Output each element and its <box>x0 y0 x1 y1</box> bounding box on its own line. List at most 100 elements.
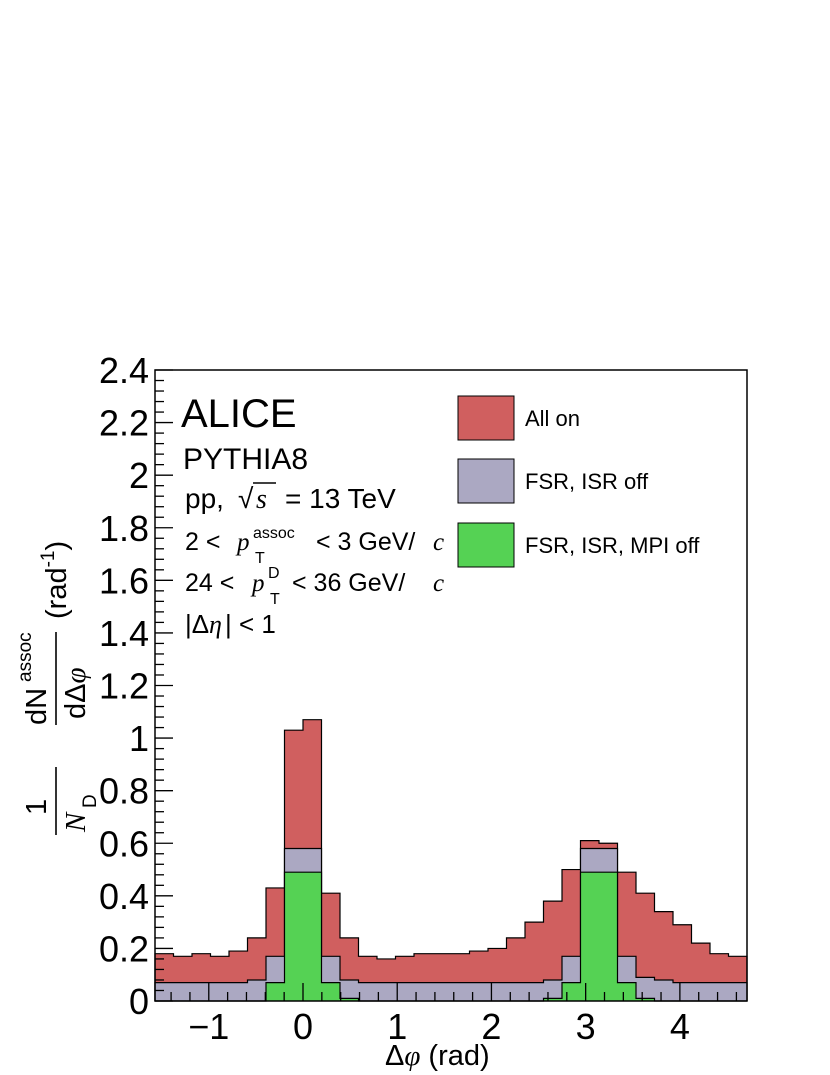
bar-fsr-isr-off-15 <box>432 982 451 1001</box>
energy-s: s <box>256 484 267 515</box>
y-tick-label: 0.6 <box>99 823 149 864</box>
bar-fsr-isr-off-10 <box>340 979 359 1001</box>
bar-fsr-isr-mpi-off-22 <box>562 982 581 1001</box>
assoc-cut-sup: assoc <box>253 525 295 542</box>
y-tick-label: 0.4 <box>99 876 149 917</box>
bar-fsr-isr-off-28 <box>673 982 692 1001</box>
d-cut-lo: 24 < <box>185 569 234 597</box>
bar-fsr-isr-off-26 <box>636 977 655 1001</box>
bar-fsr-isr-off-4 <box>229 982 248 1001</box>
y-label-unit: (rad-1) <box>38 541 73 619</box>
legend-swatch-fsr-isr-mpi-off <box>457 522 515 568</box>
y-tick-label: 1.6 <box>99 560 149 601</box>
energy-label: pp, √ s = 13 TeV <box>185 482 396 515</box>
generator-label: PYTHIA8 <box>183 443 308 476</box>
y-label-dN: dN <box>21 688 53 725</box>
y-label-one: 1 <box>21 799 53 815</box>
bar-fsr-isr-off-14 <box>414 982 433 1001</box>
y-tick-label: 1.8 <box>99 508 149 549</box>
y-tick-label: 1 <box>129 718 149 759</box>
eta-cut-eta: η <box>209 610 222 639</box>
bar-fsr-isr-off-30 <box>710 982 729 1001</box>
bar-fsr-isr-mpi-off-8 <box>303 872 322 1001</box>
bar-all-on-21 <box>543 901 562 1001</box>
bar-fsr-isr-mpi-off-25 <box>617 982 636 1001</box>
bar-fsr-isr-off-3 <box>210 982 229 1001</box>
bar-fsr-isr-off-31 <box>728 982 747 1001</box>
histogram-bars <box>154 719 748 1002</box>
experiment-label: ALICE <box>181 392 297 436</box>
x-tick-label: 1 <box>387 1006 407 1047</box>
y-label-N: N <box>60 811 92 833</box>
assoc-cut-hi: < 3 GeV/ <box>316 528 415 556</box>
legend-label-fsr-isr-off: FSR, ISR off <box>525 469 649 494</box>
eta-cut-label: |Δ η | < 1 <box>185 609 276 639</box>
legend-label-all-on: All on <box>525 406 580 431</box>
y-tick-label: 2.4 <box>99 350 149 391</box>
legend: All on FSR, ISR off FSR, ISR, MPI off <box>457 395 700 568</box>
d-cut-hi: < 36 GeV/ <box>292 569 405 597</box>
y-tick-label: 1.2 <box>99 666 149 707</box>
bar-fsr-isr-mpi-off-10 <box>340 998 359 1001</box>
assoc-cut-p: p <box>235 529 250 556</box>
y-label-assoc: assoc <box>15 632 36 682</box>
eta-cut-open: |Δ <box>185 609 209 639</box>
bar-fsr-isr-off-12 <box>377 982 396 1001</box>
y-tick-label: 0.8 <box>99 771 149 812</box>
d-pt-cut-label: 24 < p D T < 36 GeV/ c <box>185 565 444 608</box>
bar-fsr-isr-off-2 <box>192 982 211 1001</box>
bar-fsr-isr-mpi-off-9 <box>321 982 340 1001</box>
y-tick-label: 0 <box>129 981 149 1022</box>
bar-fsr-isr-off-29 <box>691 982 710 1001</box>
x-tick-label: 4 <box>670 1006 690 1047</box>
series-all-on <box>154 719 748 1002</box>
bar-all-on-27 <box>654 911 673 1001</box>
eta-cut-close: | < 1 <box>225 609 276 639</box>
assoc-cut-sub: T <box>255 550 265 567</box>
energy-pp: pp, <box>185 483 224 514</box>
bar-all-on-26 <box>636 893 655 1001</box>
bar-fsr-isr-off-16 <box>451 982 470 1001</box>
bar-fsr-isr-mpi-off-26 <box>636 998 655 1001</box>
bar-fsr-isr-off-13 <box>395 982 414 1001</box>
x-tick-label: −1 <box>188 1006 229 1047</box>
assoc-cut-lo: 2 < <box>185 528 220 556</box>
y-label-dphi: dΔφ <box>60 667 92 719</box>
bar-all-on-20 <box>525 922 544 1002</box>
y-tick-label: 0.2 <box>99 928 149 969</box>
bar-fsr-isr-mpi-off-6 <box>266 982 285 1001</box>
legend-swatch-all-on <box>457 395 515 441</box>
y-axis-tick-labels: 0 0.2 0.4 0.6 0.8 1 1.2 1.4 1.6 1.8 2 2.2 2.4 <box>99 350 149 1022</box>
bar-fsr-isr-off-20 <box>525 982 544 1001</box>
bar-fsr-isr-off-19 <box>506 982 525 1001</box>
outline-fsr-isr-off <box>154 847 748 1001</box>
assoc-pt-cut-label: 2 < p assoc T < 3 GeV/ c <box>185 525 444 567</box>
bar-fsr-isr-off-17 <box>469 982 488 1001</box>
legend-swatch-fsr-isr-off <box>457 458 515 504</box>
x-tick-label: 2 <box>481 1006 501 1047</box>
assoc-cut-c: c <box>433 529 444 556</box>
bar-fsr-isr-off-0 <box>155 982 174 1001</box>
bar-all-on-28 <box>673 924 692 1001</box>
bar-fsr-isr-mpi-off-21 <box>543 998 562 1001</box>
bar-fsr-isr-mpi-off-24 <box>599 872 618 1001</box>
bar-fsr-isr-mpi-off-23 <box>580 872 599 1001</box>
d-cut-p: p <box>250 570 265 597</box>
d-cut-c: c <box>433 570 444 597</box>
x-tick-label: 0 <box>293 1006 313 1047</box>
y-label-D: D <box>80 794 101 808</box>
bar-fsr-isr-off-5 <box>247 979 266 1001</box>
x-axis-tick-labels: −1 0 1 2 3 4 <box>188 1006 690 1047</box>
y-tick-label: 1.4 <box>99 613 149 654</box>
y-tick-label: 2.2 <box>99 403 149 444</box>
axis-ticks <box>155 369 738 1002</box>
d-cut-sub: T <box>270 591 280 608</box>
bar-fsr-isr-off-27 <box>654 979 673 1001</box>
legend-label-fsr-isr-mpi-off: FSR, ISR, MPI off <box>525 533 700 558</box>
x-tick-label: 3 <box>576 1006 596 1047</box>
energy-value: = 13 TeV <box>285 483 396 514</box>
bar-fsr-isr-off-18 <box>488 982 507 1001</box>
y-tick-label: 2 <box>129 455 149 496</box>
bar-fsr-isr-off-1 <box>173 982 192 1001</box>
